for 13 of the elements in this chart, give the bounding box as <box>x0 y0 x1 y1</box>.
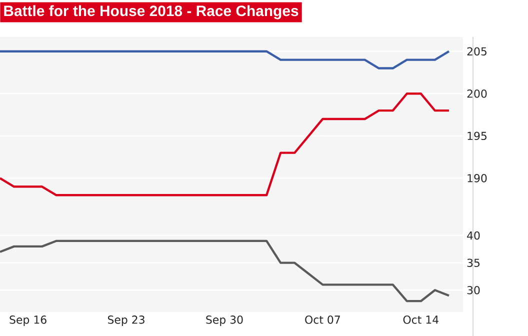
y-tick-label: 40 <box>467 231 480 240</box>
chart-title: Battle for the House 2018 - Race Changes <box>4 5 298 20</box>
x-tick-label: Sep 23 <box>108 316 144 326</box>
x-tick-label: Oct 07 <box>305 316 340 324</box>
x-tick-label: Sep 30 <box>206 316 243 326</box>
y-tick-label: 200 <box>467 90 487 98</box>
y-tick-label: 35 <box>467 258 480 267</box>
y-tick-label: 30 <box>467 286 480 294</box>
y-tick-label: 205 <box>467 47 486 56</box>
x-tick-label: Oct 14 <box>403 316 438 324</box>
x-tick-label: Sep 16 <box>10 316 46 326</box>
y-tick-label: 190 <box>468 174 487 182</box>
y-tick-label: 195 <box>468 132 486 140</box>
